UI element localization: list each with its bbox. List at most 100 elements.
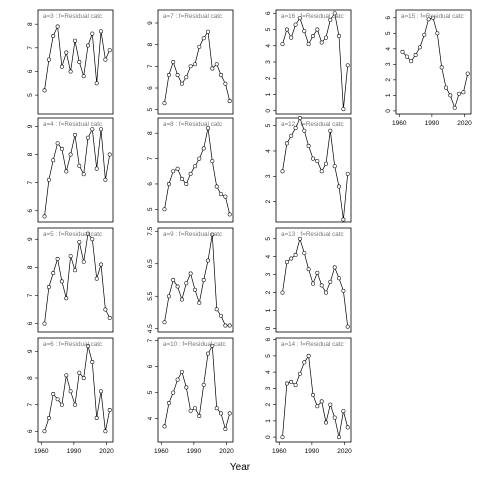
data-point bbox=[444, 85, 448, 90]
y-tick-label: 6 bbox=[27, 209, 34, 213]
y-tick-label: 7 bbox=[27, 180, 34, 184]
panel: 0 1 2 3 4 5 6 1960 1990 2020 a=15 : f=Residual cat… bbox=[385, 9, 472, 127]
y-tick-label: 5 bbox=[147, 207, 154, 211]
panel-label: a=3 : f=Residual catc bbox=[43, 13, 102, 20]
data-point bbox=[210, 66, 215, 71]
data-point bbox=[284, 381, 289, 386]
data-point bbox=[51, 271, 56, 275]
data-point bbox=[422, 32, 427, 37]
data-point bbox=[184, 75, 189, 80]
data-point bbox=[175, 73, 180, 77]
data-point bbox=[64, 296, 69, 301]
data-point bbox=[297, 236, 302, 241]
data-point bbox=[324, 161, 328, 166]
x-tick-label: 1990 bbox=[425, 120, 440, 127]
data-point bbox=[59, 146, 64, 151]
data-point bbox=[280, 169, 285, 174]
data-point bbox=[214, 62, 219, 67]
y-tick-label: 6 bbox=[265, 337, 272, 341]
panel: 0 1 2 3 4 5 6 1960 1990 2020 a=14 : f=Residual cat… bbox=[265, 337, 352, 455]
y-tick-label: 3 bbox=[265, 174, 272, 178]
y-tick-label: 4 bbox=[265, 149, 272, 153]
y-tick-label: 0 bbox=[265, 435, 272, 439]
series-line bbox=[164, 30, 231, 104]
data-point bbox=[337, 184, 341, 189]
data-point bbox=[166, 182, 171, 186]
data-point bbox=[55, 256, 60, 261]
data-point bbox=[166, 73, 171, 77]
data-point bbox=[55, 397, 60, 402]
data-point bbox=[90, 237, 95, 242]
panel-frame bbox=[157, 337, 234, 443]
y-tick-label: 9 bbox=[147, 21, 154, 25]
data-point bbox=[214, 184, 219, 189]
y-tick-label: 7 bbox=[27, 293, 34, 297]
data-point bbox=[90, 127, 95, 132]
data-point bbox=[179, 369, 184, 374]
data-point bbox=[59, 279, 64, 284]
data-point bbox=[86, 231, 90, 236]
data-point bbox=[311, 281, 315, 286]
y-tick-label: 7.5 bbox=[147, 226, 154, 235]
data-point bbox=[284, 27, 289, 32]
panel-frame bbox=[37, 227, 114, 333]
y-tick-label: 5.5 bbox=[147, 291, 154, 300]
series-line bbox=[282, 117, 349, 220]
panel: 5 6 7 8 a=8 : f=Residual catc bbox=[147, 117, 234, 223]
data-point bbox=[219, 73, 223, 77]
data-point bbox=[171, 60, 176, 64]
data-point bbox=[107, 152, 112, 157]
data-point bbox=[210, 343, 215, 348]
y-tick-label: 2 bbox=[265, 200, 272, 204]
data-point bbox=[201, 278, 206, 282]
data-point bbox=[341, 288, 346, 293]
data-point bbox=[175, 377, 180, 382]
data-point bbox=[201, 146, 206, 151]
data-point bbox=[99, 389, 103, 394]
data-point bbox=[439, 65, 444, 70]
data-point bbox=[337, 34, 341, 38]
y-tick-label: 7 bbox=[147, 64, 154, 68]
data-point bbox=[188, 271, 193, 276]
data-point bbox=[64, 50, 69, 55]
y-tick-label: 8 bbox=[27, 376, 34, 380]
panel-frame bbox=[37, 9, 114, 115]
data-point bbox=[280, 42, 285, 47]
series-line bbox=[402, 17, 469, 109]
data-point bbox=[227, 99, 232, 103]
data-point bbox=[284, 260, 289, 265]
data-point bbox=[73, 132, 77, 137]
data-point bbox=[206, 258, 210, 263]
panel: 5 6 7 8 a=3 : f=Residual catc bbox=[27, 9, 114, 115]
panel-frame bbox=[275, 337, 352, 443]
panel-frame bbox=[275, 227, 352, 333]
data-point bbox=[68, 69, 73, 74]
data-point bbox=[219, 192, 223, 197]
data-point bbox=[319, 283, 324, 288]
y-tick-label: 7 bbox=[27, 402, 34, 406]
panel-frame bbox=[157, 9, 234, 115]
data-point bbox=[293, 22, 298, 27]
data-point bbox=[345, 171, 350, 176]
data-point bbox=[68, 389, 73, 394]
data-point bbox=[280, 290, 285, 295]
data-point bbox=[306, 42, 311, 47]
data-point bbox=[103, 57, 108, 62]
data-point bbox=[315, 404, 320, 409]
series-line bbox=[164, 344, 231, 431]
y-tick-label: 3 bbox=[385, 62, 392, 66]
y-tick-label: 4 bbox=[265, 44, 272, 48]
data-point bbox=[332, 164, 337, 169]
data-point bbox=[99, 262, 103, 267]
data-point bbox=[345, 63, 350, 68]
data-point bbox=[184, 182, 189, 186]
data-point bbox=[332, 265, 337, 270]
x-tick-label: 1960 bbox=[154, 448, 169, 455]
y-tick-label: 0 bbox=[385, 109, 392, 113]
data-point bbox=[328, 17, 333, 22]
panel-label: a=12 : f=Residual catc bbox=[281, 121, 344, 128]
y-tick-label: 9 bbox=[27, 124, 34, 128]
data-point bbox=[311, 34, 315, 38]
data-point bbox=[42, 88, 47, 93]
